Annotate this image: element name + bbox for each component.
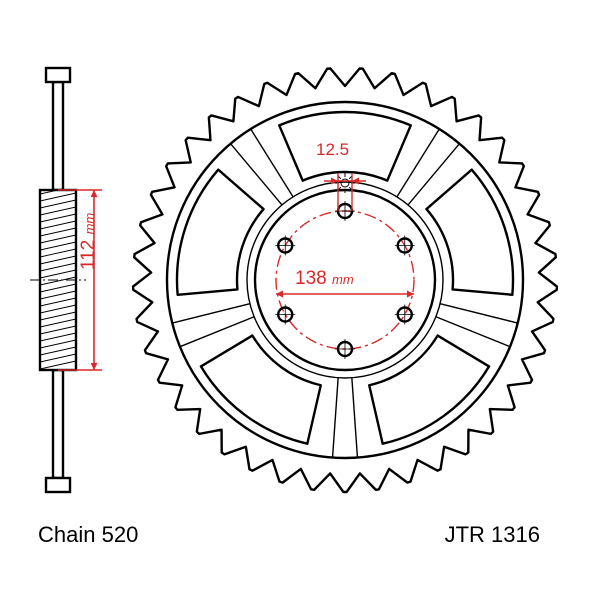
dim-side-extent: 112 mm [78,213,100,270]
dim-bolt-hole: 12.5 [316,140,349,160]
chain-label: Chain 520 [38,522,138,548]
part-number: JTR 1316 [445,522,540,548]
dim-bolt-circle: 138 mm [295,268,354,290]
drawing-canvas [0,0,600,600]
